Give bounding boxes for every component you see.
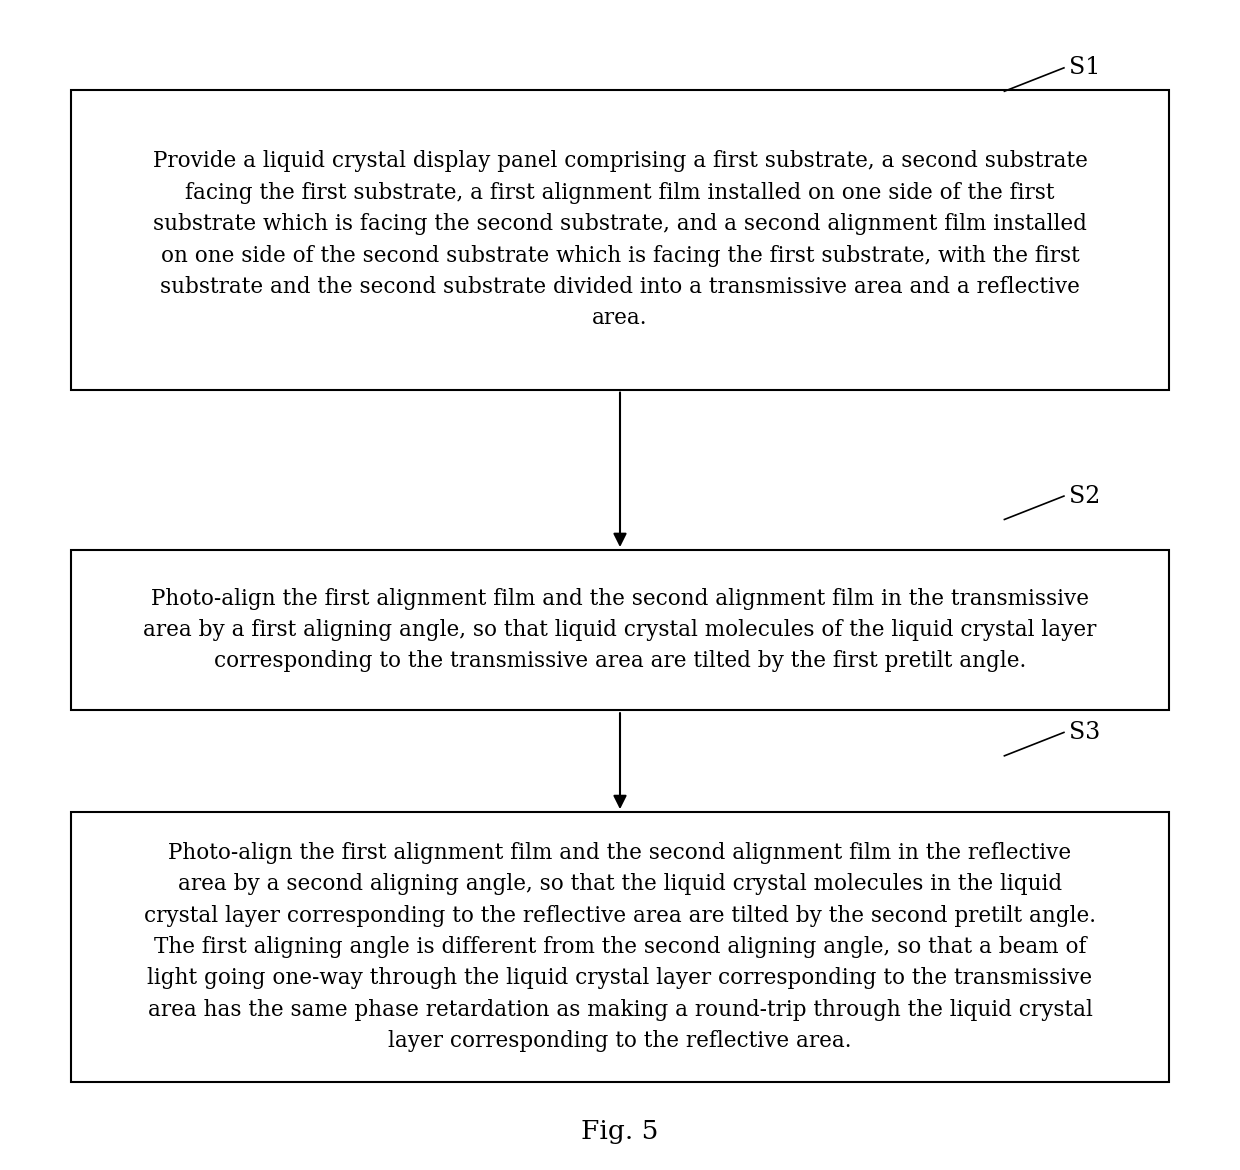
Text: Photo-align the first alignment film and the second alignment film in the transm: Photo-align the first alignment film and…	[144, 587, 1096, 673]
Text: S3: S3	[1069, 721, 1100, 744]
Text: Fig. 5: Fig. 5	[582, 1119, 658, 1144]
Text: S2: S2	[1069, 484, 1100, 508]
Text: S1: S1	[1069, 56, 1100, 80]
Text: Provide a liquid crystal display panel comprising a first substrate, a second su: Provide a liquid crystal display panel c…	[153, 151, 1087, 329]
FancyBboxPatch shape	[71, 812, 1169, 1082]
Text: Photo-align the first alignment film and the second alignment film in the reflec: Photo-align the first alignment film and…	[144, 842, 1096, 1052]
FancyBboxPatch shape	[71, 550, 1169, 710]
FancyBboxPatch shape	[71, 90, 1169, 390]
